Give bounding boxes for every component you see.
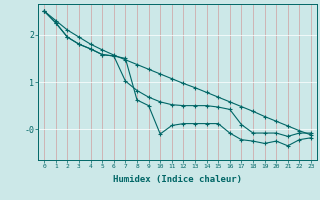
X-axis label: Humidex (Indice chaleur): Humidex (Indice chaleur) <box>113 175 242 184</box>
